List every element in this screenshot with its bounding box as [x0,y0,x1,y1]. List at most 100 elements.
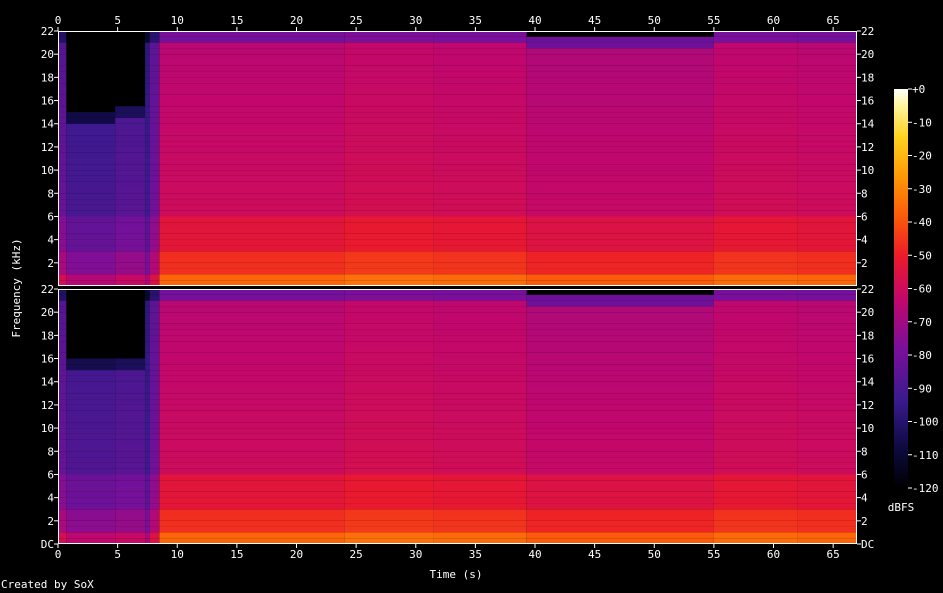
spectrogram-cell [433,222,527,229]
spectrogram-cell [713,509,798,515]
spectrogram-cell [713,526,798,533]
spectrogram-cell [149,404,160,411]
spectrogram-cell [797,141,857,147]
spectrogram-cell [344,204,434,211]
spectrogram-cell [433,233,527,240]
spectrogram-cell [159,364,345,371]
x-tick-label: 55 [707,548,720,561]
spectrogram-cell [433,228,527,234]
spectrogram-cell [797,117,857,124]
y-tick-label: 2 [47,257,54,270]
spectrogram-cell [713,31,798,37]
spectrogram-cell [58,181,67,188]
spectrogram-cell [797,428,857,434]
x-tick-label: 55 [707,14,720,27]
spectrogram-cell [115,399,145,405]
spectrogram-cell [66,268,116,275]
y-tick-label: 16 [41,95,54,108]
spectrogram-cell [797,257,857,263]
spectrogram-cell [713,422,798,429]
spectrogram-cell [433,158,527,165]
spectrogram-cell [115,538,145,544]
spectrogram-cell [149,42,160,49]
spectrogram-cell [149,193,160,200]
spectrogram-cell [149,117,160,124]
spectrogram-cell [159,170,345,176]
spectrogram-cell [344,474,434,481]
spectrogram-cell [713,410,798,417]
spectrogram-cell [713,193,798,200]
spectrogram-cell [159,239,345,246]
spectrogram-cell [344,31,434,37]
spectrogram-cell [526,457,714,463]
spectrogram-cell [797,71,857,78]
spectrogram-cell [149,381,160,388]
spectrogram-cell [797,100,857,107]
spectrogram-cell [344,375,434,382]
spectrogram-cell [66,199,116,205]
y-tick-label: 6 [861,468,868,481]
spectrogram-cell [149,300,160,307]
spectrogram-cell [433,393,527,400]
spectrogram-cell [797,193,857,200]
spectrogram-cell [433,54,527,60]
spectrogram-cell [797,352,857,359]
spectrogram-cell [433,323,527,330]
colorbar-tick-label: +0 [912,83,925,96]
spectrogram-cell [433,210,527,217]
spectrogram-cell [526,364,714,371]
spectrogram-cell [145,323,150,330]
spectrogram-cell [713,83,798,89]
spectrogram-cell [713,451,798,458]
spectrogram-cell [66,375,116,382]
spectrogram-cell [526,318,714,324]
spectrogram-cell [149,135,160,142]
spectrogram-cell [149,289,160,295]
spectrogram-cell [145,106,150,113]
spectrogram-cell [115,451,145,458]
spectrogram-cell [115,274,145,281]
spectrogram-cell [433,94,527,101]
spectrogram-cell [797,462,857,469]
spectrogram-cell [58,404,67,411]
spectrogram-cell [526,393,714,400]
spectrogram-cell [797,289,857,295]
spectrogram-cell [58,262,67,269]
spectrogram-cell [145,187,150,194]
spectrogram-cell [58,474,67,481]
x-tick-label: 10 [171,548,184,561]
spectrogram-cell [115,381,145,388]
spectrogram-cell [145,251,150,257]
spectrogram-cell [526,509,714,515]
spectrogram-cell [58,280,67,286]
spectrogram-cell [344,193,434,200]
spectrogram-cell [526,199,714,205]
spectrogram-cell [797,204,857,211]
spectrogram-cell [145,538,150,544]
spectrogram-cell [159,48,345,55]
spectrogram-cell [115,129,145,136]
spectrogram-cell [713,370,798,376]
spectrogram-cell [344,48,434,55]
spectrogram-cell [344,462,434,469]
spectrogram-cell [149,245,160,252]
spectrogram-cell [526,451,714,458]
spectrogram-cell [149,532,160,539]
spectrogram-cell [159,36,345,43]
spectrogram-cell [149,433,160,440]
spectrogram-cell [344,181,434,188]
spectrogram-cell [797,262,857,269]
spectrogram-cell [145,89,150,95]
spectrogram-cell [433,451,527,458]
spectrogram-cell [145,289,150,295]
spectrogram-cell [344,323,434,330]
spectrogram-cell [58,318,67,324]
spectrogram-cell [433,289,527,295]
spectrogram-cell [58,375,67,382]
spectrogram-cell [433,262,527,269]
spectrogram-cell [58,393,67,400]
spectrogram-cell [149,175,160,182]
spectrogram-cell [797,381,857,388]
x-tick-label: 5 [114,548,121,561]
spectrogram-cell [149,364,160,371]
